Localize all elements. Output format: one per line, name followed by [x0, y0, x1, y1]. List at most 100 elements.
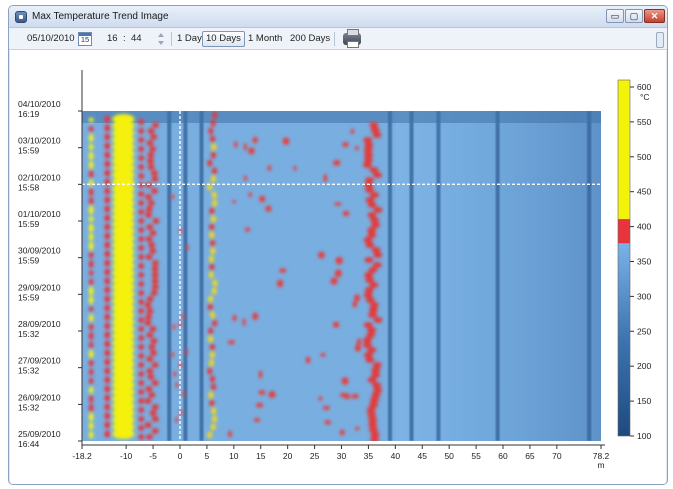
cold-column [167, 111, 172, 441]
calendar-icon[interactable]: 15 [78, 32, 92, 46]
hot-spot [210, 247, 216, 255]
range-1-day-button[interactable]: 1 Day [177, 33, 202, 44]
hot-spot-scattered [318, 396, 323, 402]
hot-spot-yellow [112, 324, 135, 334]
colorbar-tick-label: 100 [637, 431, 651, 441]
hot-spot-scattered [342, 142, 349, 148]
hot-spot-yellow [112, 408, 135, 418]
hot-spot [369, 122, 379, 128]
hot-spot-yellow [112, 212, 135, 222]
hot-spot [88, 259, 94, 269]
hot-spot [207, 335, 214, 343]
hot-spot [88, 134, 94, 142]
colorbar: 100 150 200 250 300 350 400 450 500 550 600°C [617, 79, 651, 441]
hot-spot [147, 152, 155, 158]
hot-spot [149, 248, 157, 254]
hot-spot [368, 422, 378, 428]
hot-spot [88, 359, 94, 367]
cold-column [436, 111, 441, 441]
hot-spot [365, 197, 375, 203]
hot-spot [138, 137, 145, 143]
hot-spot [88, 286, 94, 296]
hot-spot [88, 161, 94, 169]
hot-spot [104, 124, 111, 132]
hot-spot [151, 188, 159, 194]
time-hour-field[interactable]: 16 [107, 33, 118, 44]
hot-spot [373, 387, 383, 393]
date-field[interactable]: 05/10/2010 [27, 33, 75, 44]
maximize-button[interactable]: ▢ [625, 9, 643, 23]
hot-spot [372, 132, 382, 138]
hot-spot-scattered [332, 321, 340, 328]
x-tick-label: 65 [525, 451, 535, 461]
hot-spot [212, 199, 218, 207]
hot-spot [208, 127, 214, 135]
hot-spot [104, 322, 111, 330]
hot-spot-scattered [319, 352, 326, 357]
hot-spot [149, 326, 157, 332]
time-minute-field[interactable]: 44 [131, 33, 142, 44]
hot-spot [88, 323, 94, 331]
hot-spot [104, 331, 111, 339]
hot-spot-yellow [112, 310, 135, 320]
hot-spot [365, 277, 375, 283]
trend-heatmap-chart[interactable]: 04/10/201016:1903/10/201015:5902/10/2010… [10, 50, 666, 484]
hot-spot-scattered [317, 251, 325, 259]
y-tick-label-time: 15:59 [18, 146, 40, 156]
time-spinner[interactable] [156, 31, 166, 47]
hot-spot [138, 218, 145, 224]
title-bar[interactable]: Max Temperature Trend Image ▭ ▢ ✕ [9, 6, 667, 28]
hot-spot [371, 367, 381, 373]
hot-spot [149, 230, 157, 236]
spin-down-icon[interactable] [158, 41, 164, 45]
hot-spot [368, 307, 378, 313]
hot-spot [367, 202, 377, 208]
hot-spot [138, 146, 145, 152]
hot-spot [368, 267, 378, 273]
hot-spot [138, 173, 145, 179]
hot-spot-scattered [243, 175, 247, 182]
hot-spot [138, 263, 145, 269]
hot-spot [146, 296, 154, 302]
heatmap-plot[interactable] [82, 111, 601, 443]
hot-spot [208, 391, 214, 399]
colorbar-tick-label: 550 [637, 117, 651, 127]
hot-spot [152, 218, 160, 224]
hot-spot [362, 337, 372, 343]
hot-spot-scattered [252, 312, 259, 321]
minimize-button[interactable]: ▭ [606, 9, 624, 23]
hot-spot-scattered [227, 430, 233, 438]
hot-spot-scattered [182, 390, 186, 397]
range-10-days-button[interactable]: 10 Days [202, 31, 245, 47]
spin-up-icon[interactable] [158, 33, 164, 37]
hot-spot-scattered [170, 351, 174, 358]
hot-spot [209, 263, 215, 271]
cold-column [183, 111, 188, 441]
cold-column [495, 111, 500, 441]
printer-icon[interactable] [343, 29, 361, 48]
hot-spot [207, 159, 213, 167]
hot-spot [149, 410, 157, 416]
hot-spot [144, 320, 152, 326]
hot-spot [208, 271, 214, 279]
hot-spot [373, 172, 383, 178]
hot-spot-yellow [112, 135, 135, 145]
colorbar-tick-label: 600 [637, 82, 651, 92]
hot-spot [210, 215, 217, 223]
hot-spot [104, 160, 111, 168]
chart-area: 04/10/2010 16:19 03/10/2010 15:59 02/10/2010… [10, 50, 666, 484]
x-tick-label: 60 [498, 451, 508, 461]
close-button[interactable]: ✕ [644, 9, 665, 23]
hot-spot-scattered [259, 195, 266, 203]
scrollbar-handle[interactable] [656, 32, 664, 48]
hot-spot-yellow [112, 303, 135, 313]
hot-spot [152, 122, 160, 128]
hot-spot-scattered [335, 256, 343, 265]
range-200-days-button[interactable]: 200 Days [290, 33, 331, 44]
hot-spot [370, 217, 380, 223]
y-tick-label-time: 15:59 [18, 256, 40, 266]
hot-spot-yellow [112, 282, 135, 292]
hot-spot [104, 394, 111, 402]
hot-spot [138, 209, 145, 215]
range-1-month-button[interactable]: 1 Month [248, 33, 283, 44]
